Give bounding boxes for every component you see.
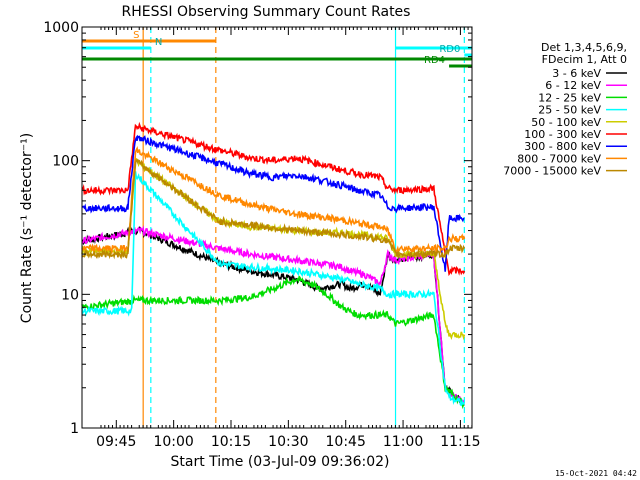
series-line-3 [81,171,466,407]
legend-entry-3: 25 - 50 keV [538,104,601,117]
x-tick-label: 11:00 [383,434,423,450]
x-tick-label: 10:15 [211,434,251,450]
series-line-6 [81,134,465,272]
y-tick-label: 1000 [43,20,79,36]
generated-timestamp: 15-Oct-2021 04:42 [555,469,637,478]
flag-label-5: RD4 [424,55,445,66]
flag-label-3: RD0 [439,44,460,55]
legend-entry-4: 50 - 100 keV [531,116,601,129]
legend-entry-0: 3 - 6 keV [552,67,601,80]
chart-title: RHESSI Observing Summary Count Rates [122,4,411,20]
y-tick-label: 10 [61,287,79,303]
legend-entry-5: 100 - 300 keV [524,128,601,141]
legend-entry-6: 300 - 800 keV [524,140,601,153]
series-line-5 [82,121,466,277]
series-line-2 [81,275,465,410]
y-axis-label: Count Rate (s⁻¹ detector⁻¹) [19,133,35,323]
y-tick-label: 100 [52,154,79,170]
flag-label-1: N [155,37,162,48]
legend-header-line-1: FDecim 1, Att 0 [542,53,627,66]
x-tick-label: 10:00 [153,434,193,450]
legend-entry-2: 12 - 25 keV [538,91,601,104]
axes: 1 10 100 1000 09:45 10:00 10:15 10:30 10:45 11:00… [43,20,480,450]
legend: Det 1,3,4,5,6,9,FDecim 1, Att 03 - 6 keV… [503,41,627,178]
legend-header-line-0: Det 1,3,4,5,6,9, [541,41,627,54]
x-tick-label: 10:30 [268,434,308,450]
legend-entry-8: 7000 - 15000 keV [503,165,601,178]
flag-label-0: S [133,30,139,41]
series-line-7 [81,146,466,255]
legend-entry-1: 6 - 12 keV [545,79,601,92]
x-axis-label: Start Time (03-Jul-09 09:36:02) [170,454,389,470]
y-tick-label: 1 [70,421,79,437]
x-tick-label: 11:15 [440,434,480,450]
x-tick-label: 09:45 [96,434,136,450]
series-line-8 [81,159,466,260]
x-tick-label: 10:45 [326,434,366,450]
legend-entry-7: 800 - 7000 keV [517,152,601,165]
